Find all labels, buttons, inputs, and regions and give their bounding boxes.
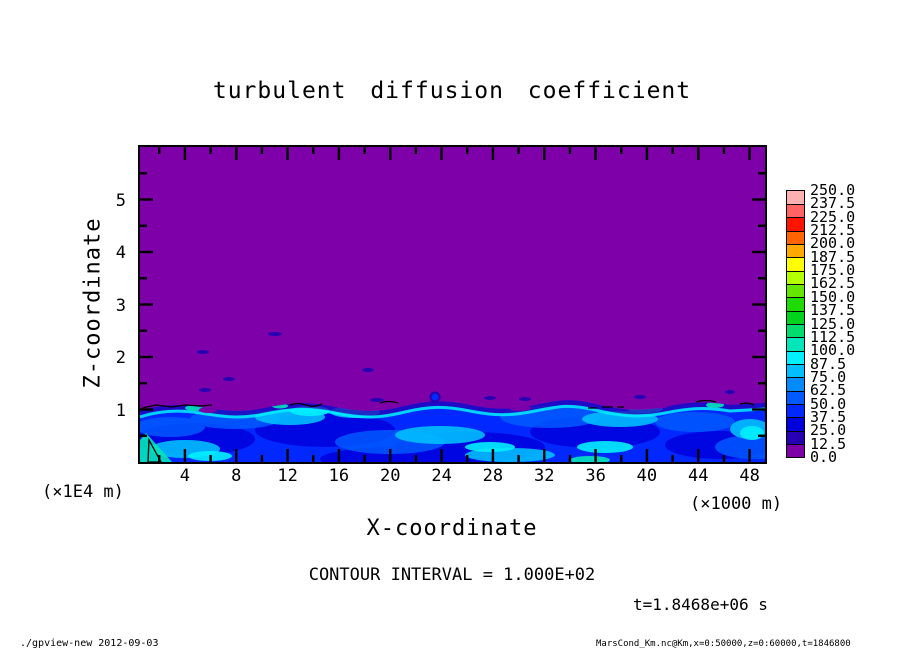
colorbar-cell — [786, 283, 805, 299]
band-texture — [140, 402, 765, 462]
colorbar-cell — [786, 270, 805, 285]
colorbar-cell — [786, 390, 805, 406]
x-tick-label: 16 — [328, 466, 350, 486]
colorbar-cell — [786, 403, 805, 419]
colorbar-cell — [786, 216, 805, 232]
footer-dataset-info: MarsCond_Km.nc@Km,x=0:50000,z=0:60000,t=… — [596, 639, 851, 649]
colorbar-level-label: 225.0 — [810, 207, 856, 226]
x-tick-label: 24 — [431, 466, 452, 486]
colorbar-level-label: 50.0 — [810, 394, 847, 413]
colorbar-level-label: 150.0 — [810, 287, 856, 306]
colorbar-level-label: 37.5 — [810, 407, 847, 426]
x-tick-label: 36 — [585, 466, 606, 486]
colorbar — [786, 190, 805, 459]
time-stamp-label: t=1.8468e+06 s — [633, 595, 768, 614]
colorbar-cell — [786, 350, 805, 366]
colorbar-level-label: 87.5 — [810, 354, 847, 373]
x-tick-label: 44 — [688, 466, 709, 486]
colorbar-cell — [786, 376, 805, 392]
colorbar-cell — [786, 323, 805, 339]
colorbar-level-label: 25.0 — [810, 421, 847, 440]
contour-interval-note: CONTOUR INTERVAL = 1.000E+02 — [308, 565, 596, 585]
x-tick-label: 12 — [277, 466, 298, 486]
colorbar-level-label: 112.5 — [810, 327, 856, 346]
colorbar-cell — [786, 430, 805, 446]
colorbar-level-label: 200.0 — [810, 234, 856, 253]
colorbar-level-label: 0.0 — [810, 448, 838, 466]
axis-ticks — [140, 147, 765, 462]
colorbar-cell — [786, 243, 805, 259]
y-tick-label: 5 — [115, 190, 126, 211]
chart-title: turbulent diffusion coefficient — [212, 78, 692, 104]
colorbar-cell — [786, 203, 805, 219]
x-tick-label: 48 — [739, 466, 760, 486]
colorbar-level-label: 75.0 — [810, 367, 847, 386]
colorbar-cell — [786, 310, 805, 325]
colorbar-level-label: 187.5 — [810, 247, 856, 266]
colorbar-level-label: 250.0 — [810, 181, 856, 199]
colorbar-level-label: 162.5 — [810, 274, 856, 293]
colorbar-level-label: 100.0 — [810, 341, 856, 360]
colorbar-cell — [786, 296, 805, 312]
colorbar-cell — [786, 190, 805, 205]
detached-eddies — [197, 332, 735, 403]
colorbar-level-label: 175.0 — [810, 261, 856, 280]
colorbar-labels: 250.0 237.5 225.0 212.5 200.0 187.5 175.0 162.5… — [810, 183, 880, 466]
heatmap-field — [140, 147, 765, 462]
colorbar-cell — [786, 416, 805, 432]
colorbar-cell — [786, 256, 805, 272]
x-tick-label: 4 — [179, 466, 191, 486]
contour-lines — [141, 399, 755, 462]
x-axis-left-unit-note: (×1E4 m) — [42, 482, 124, 502]
colorbar-level-label: 137.5 — [810, 301, 856, 320]
colorbar-cell — [786, 230, 805, 245]
colorbar-level-label: 12.5 — [810, 434, 847, 453]
footer-command-line: ./gpview-new 2012-09-03 — [20, 638, 159, 649]
colorbar-cell — [786, 336, 805, 352]
x-tick-label: 8 — [231, 466, 242, 486]
x-axis-label: X-coordinate — [366, 516, 538, 541]
y-tick-label: 3 — [115, 295, 126, 316]
x-tick-label: 40 — [636, 466, 658, 486]
colorbar-level-label: 62.5 — [810, 381, 847, 400]
colorbar-level-label: 125.0 — [810, 314, 856, 333]
y-tick-label: 4 — [115, 243, 126, 263]
x-tick-label: 32 — [534, 466, 555, 486]
colorbar-cell — [786, 443, 805, 459]
x-tick-label: 20 — [380, 466, 401, 486]
plot-area — [138, 145, 767, 464]
y-tick-label: 1 — [115, 400, 126, 421]
y-tick-label: 2 — [115, 348, 126, 368]
x-tick-label: 28 — [482, 466, 504, 486]
colorbar-level-label: 212.5 — [810, 221, 856, 240]
colorbar-level-label: 237.5 — [810, 194, 856, 213]
x-axis-right-unit-note: (×1000 m) — [690, 494, 783, 514]
colorbar-cell — [786, 363, 805, 379]
